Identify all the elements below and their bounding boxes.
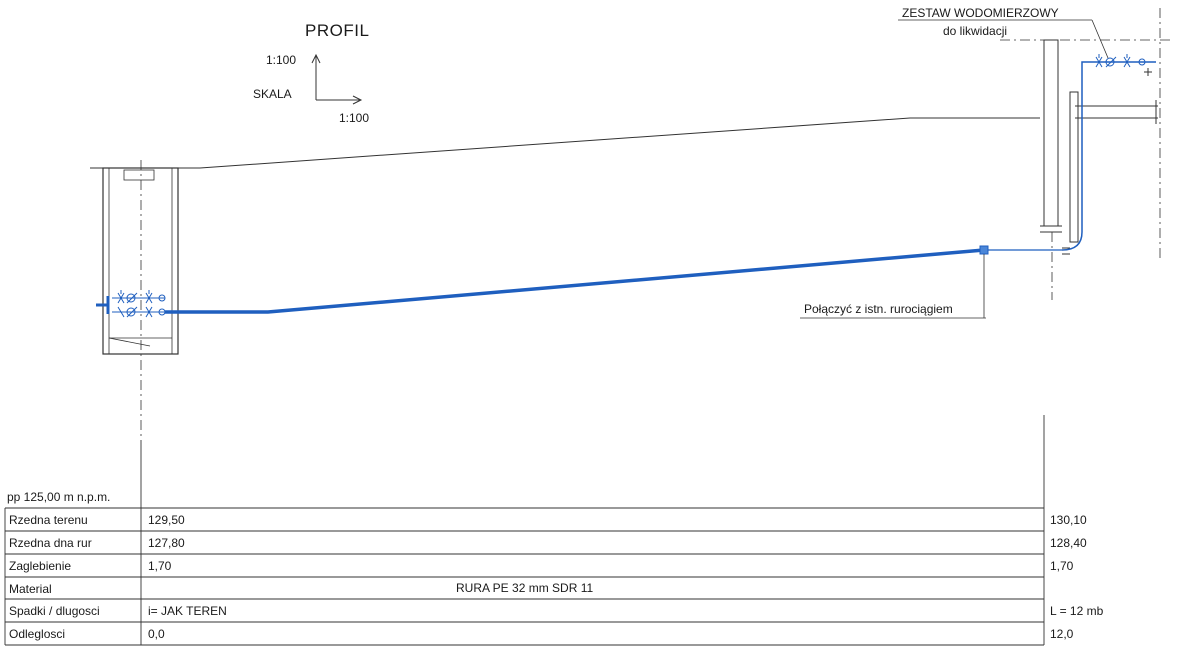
row-label-material: Material bbox=[9, 582, 52, 596]
row-end-terrain: 130,10 bbox=[1050, 513, 1087, 527]
row-label-pipe-invert: Rzedna dna rur bbox=[9, 536, 92, 550]
row-label-terrain: Rzedna terenu bbox=[9, 513, 88, 527]
row-start-pipe-invert: 127,80 bbox=[148, 536, 185, 550]
meter-set-label: ZESTAW WODOMIERZOWY bbox=[902, 6, 1059, 20]
drawing-title: PROFIL bbox=[305, 21, 370, 40]
row-start-terrain: 129,50 bbox=[148, 513, 185, 527]
row-end-depth: 1,70 bbox=[1050, 559, 1074, 573]
meter-set-right bbox=[1095, 54, 1152, 76]
row-end-distance: 12,0 bbox=[1050, 627, 1074, 641]
terrain-line bbox=[90, 117, 1040, 169]
riser-pipe bbox=[1061, 61, 1156, 251]
profile-table-grid bbox=[4, 415, 1045, 646]
meter-set-sublabel: do likwidacji bbox=[943, 24, 1008, 38]
scale-arrows bbox=[311, 53, 363, 105]
water-pipe bbox=[165, 248, 985, 314]
row-start-distance: 0,0 bbox=[148, 627, 165, 641]
scale-vertical: 1:100 bbox=[266, 53, 297, 67]
scale-horizontal: 1:100 bbox=[339, 111, 370, 125]
row-start-depth: 1,70 bbox=[148, 559, 172, 573]
scale-label: SKALA bbox=[253, 87, 292, 101]
meter-set-left bbox=[96, 290, 166, 318]
row-label-depth: Zaglebienie bbox=[9, 559, 72, 573]
existing-building bbox=[1000, 8, 1170, 300]
row-end-slope: L = 12 mb bbox=[1050, 604, 1104, 618]
row-start-slope: i= JAK TEREN bbox=[148, 604, 227, 618]
connect-note: Połączyć z istn. rurociągiem bbox=[804, 302, 953, 316]
row-end-pipe-invert: 128,40 bbox=[1050, 536, 1087, 550]
water-meter-well bbox=[102, 160, 179, 440]
row-label-distance: Odleglosci bbox=[9, 627, 66, 641]
row-label-slope: Spadki / dlugosci bbox=[9, 604, 100, 618]
datum-label: pp 125,00 m n.p.m. bbox=[7, 490, 111, 504]
pipe-connection-marker bbox=[979, 245, 989, 255]
row-middle-material: RURA PE 32 mm SDR 11 bbox=[456, 581, 594, 595]
